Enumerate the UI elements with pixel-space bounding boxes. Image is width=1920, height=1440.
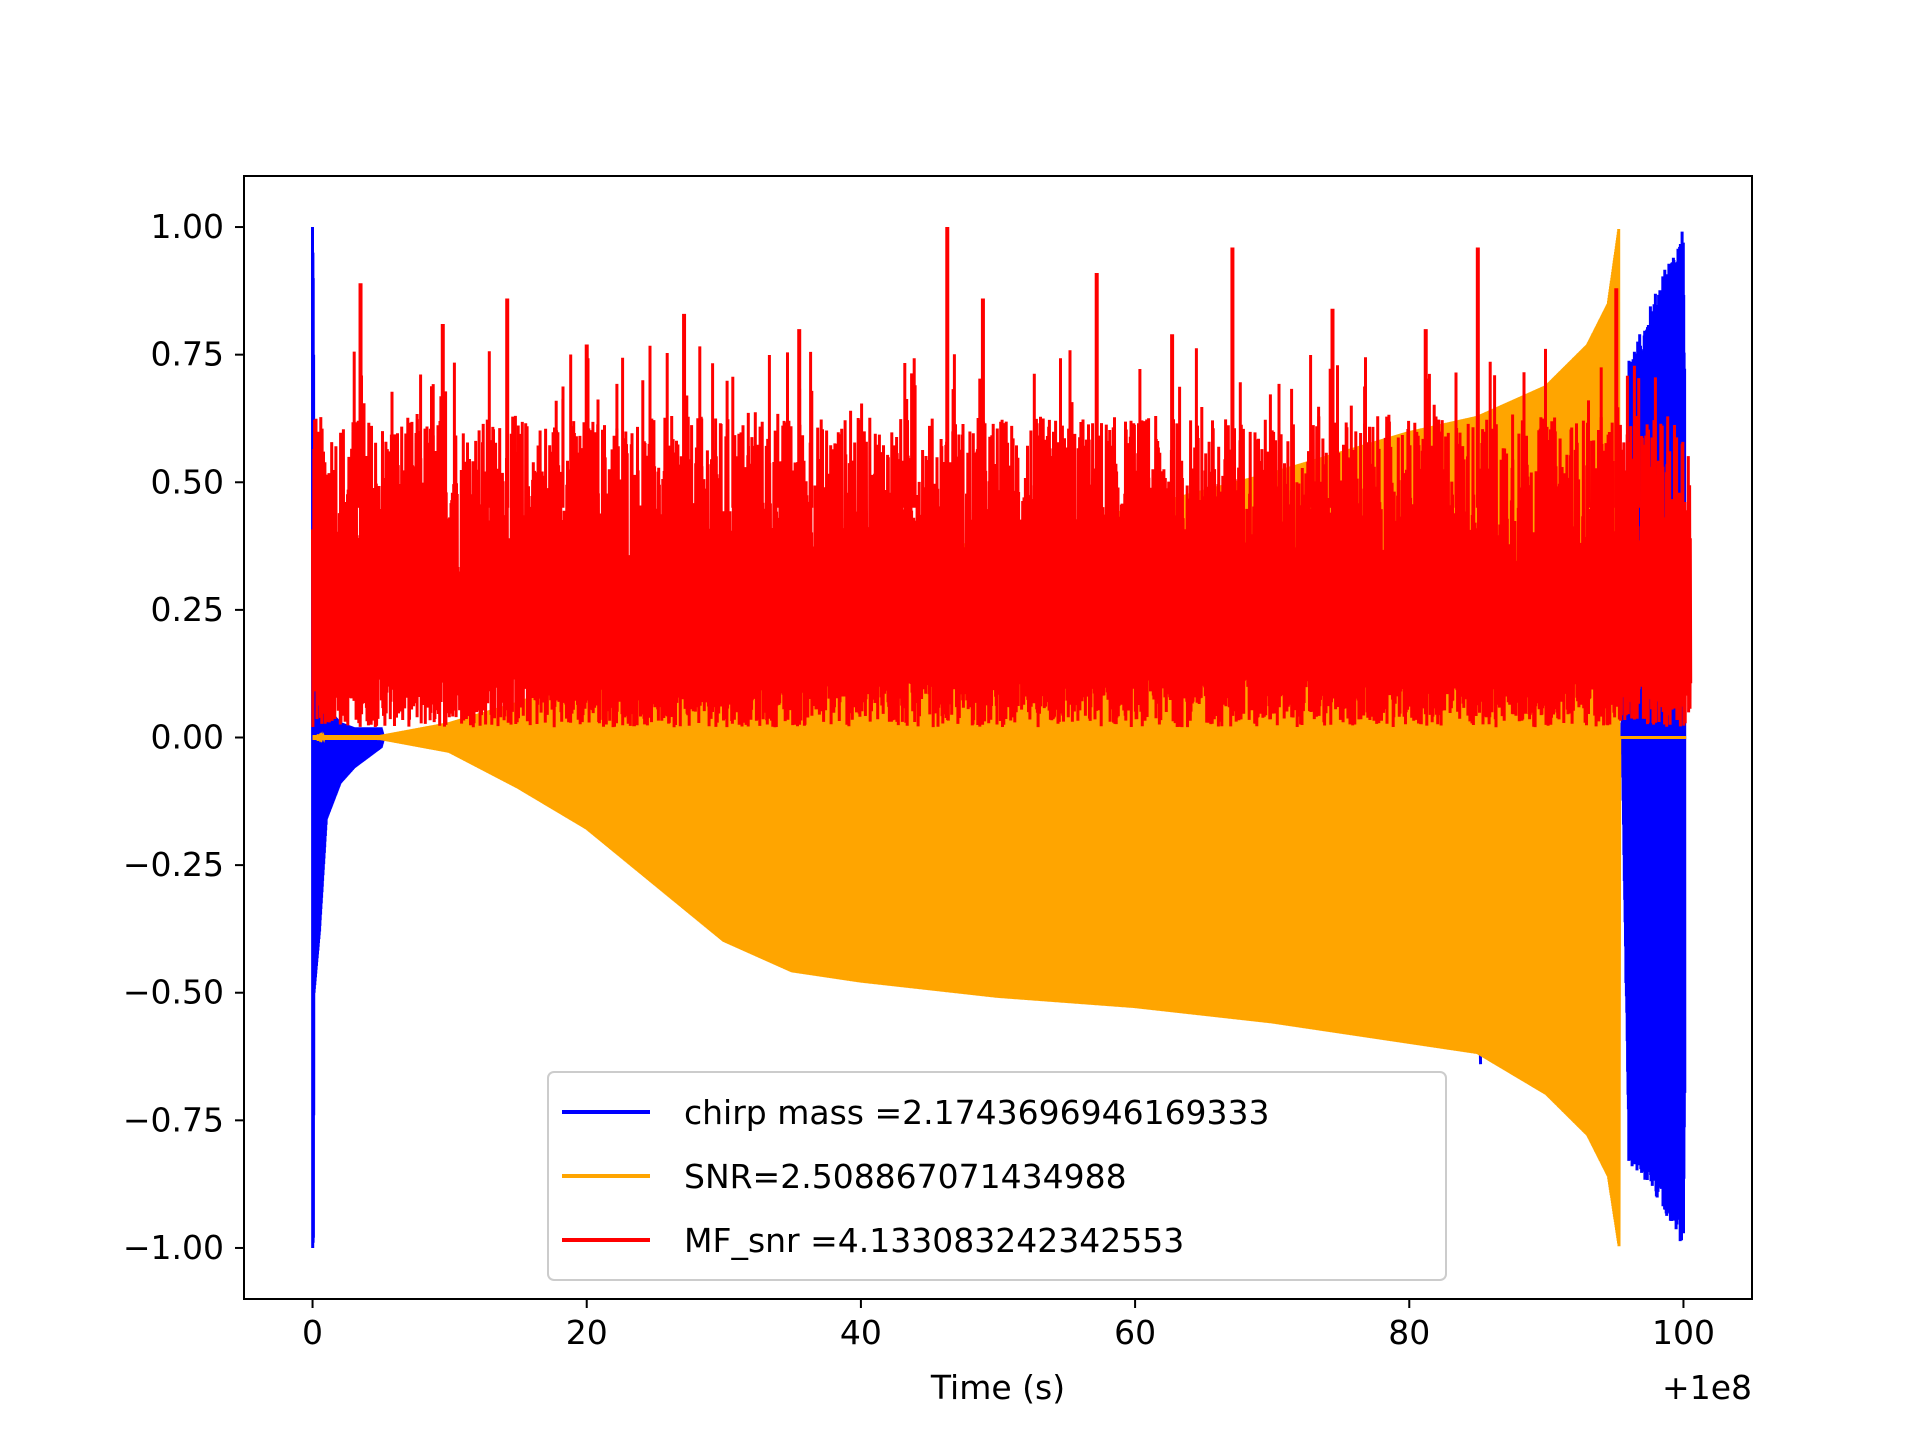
y-tick-label: 1.00 — [151, 207, 224, 246]
y-tick-label: 0.75 — [151, 335, 224, 374]
legend-label: SNR=2.508867071434988 — [684, 1157, 1127, 1196]
x-tick-label: 60 — [1114, 1313, 1156, 1352]
plot-area — [311, 226, 1693, 1249]
x-tick-label: 100 — [1652, 1313, 1715, 1352]
y-tick-label: −0.75 — [123, 1100, 224, 1139]
legend-label: MF_snr =4.133083242342553 — [684, 1221, 1184, 1260]
legend-box — [547, 1071, 1447, 1281]
y-tick-label: −1.00 — [123, 1228, 224, 1267]
x-tick-label: 40 — [840, 1313, 882, 1352]
y-tick-label: −0.50 — [123, 973, 224, 1012]
y-tick-label: 0.00 — [151, 718, 224, 757]
legend-label: chirp mass =2.1743696946169333 — [684, 1093, 1270, 1132]
x-tick-label: 0 — [302, 1313, 323, 1352]
y-tick-label: 0.25 — [151, 590, 224, 629]
y-tick-label: 0.50 — [151, 462, 224, 501]
plot-clip-group — [311, 226, 1693, 1249]
series-mf-snr-peaks — [352, 345, 1657, 508]
x-tick-label: 20 — [566, 1313, 608, 1352]
x-tick-label: 80 — [1388, 1313, 1430, 1352]
legend: chirp mass =2.1743696946169333 SNR=2.5088… — [547, 1071, 1447, 1281]
series-mf-snr — [311, 415, 1693, 728]
series-chirp-mass-early — [311, 226, 386, 1249]
x-axis-title: Time (s) — [930, 1368, 1065, 1407]
x-offset-label: +1e8 — [1662, 1368, 1752, 1407]
y-tick-label: −0.25 — [123, 845, 224, 884]
axes: 0 20 40 60 80 100 1.00 0.75 0.50 0.25 0.00 −0.25 −0.… — [123, 175, 1753, 1407]
